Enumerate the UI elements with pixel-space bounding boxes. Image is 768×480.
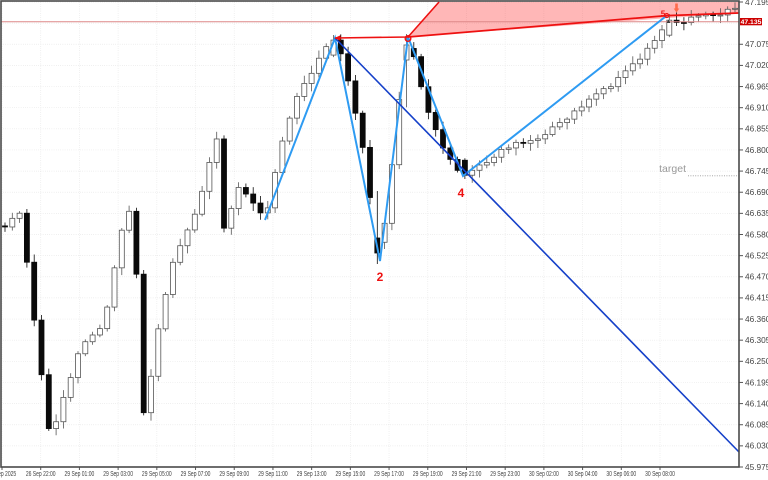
svg-text:29 Sep 19:00: 29 Sep 19:00	[413, 470, 443, 478]
svg-text:46.745: 46.745	[745, 166, 768, 176]
svg-text:46.195: 46.195	[745, 377, 768, 387]
svg-text:29 Sep 13:00: 29 Sep 13:00	[297, 470, 327, 478]
svg-text:46.800: 46.800	[745, 145, 768, 155]
svg-text:46.525: 46.525	[745, 250, 768, 260]
svg-text:46.360: 46.360	[745, 314, 768, 324]
svg-text:46.910: 46.910	[745, 102, 768, 112]
svg-text:47.135: 47.135	[741, 19, 762, 26]
svg-text:46.690: 46.690	[745, 187, 768, 197]
svg-text:46.250: 46.250	[745, 356, 768, 366]
svg-text:46.085: 46.085	[745, 420, 768, 430]
svg-text:46.580: 46.580	[745, 229, 768, 239]
svg-text:29 Sep 01:00: 29 Sep 01:00	[65, 470, 95, 478]
svg-text:46.030: 46.030	[745, 441, 768, 451]
svg-text:30 Sep 02:00: 30 Sep 02:00	[529, 470, 559, 478]
svg-text:45.975: 45.975	[745, 462, 768, 472]
svg-text:29 Sep 09:00: 29 Sep 09:00	[219, 470, 249, 478]
svg-text:target: target	[659, 163, 686, 175]
svg-text:30 Sep 06:00: 30 Sep 06:00	[606, 470, 636, 478]
svg-text:47.075: 47.075	[745, 39, 768, 49]
svg-text:29 Sep 11:00: 29 Sep 11:00	[258, 470, 288, 478]
svg-text:46.305: 46.305	[745, 335, 768, 345]
svg-text:29 Sep 23:00: 29 Sep 23:00	[490, 470, 520, 478]
svg-text:29 Sep 07:00: 29 Sep 07:00	[181, 470, 211, 478]
svg-text:46.635: 46.635	[745, 208, 768, 218]
svg-text:29 Sep 17:00: 29 Sep 17:00	[374, 470, 404, 478]
svg-text:47.020: 47.020	[745, 60, 768, 70]
svg-text:46.415: 46.415	[745, 293, 768, 303]
svg-text:30 Sep 04:00: 30 Sep 04:00	[568, 470, 598, 478]
svg-text:46.470: 46.470	[745, 272, 768, 282]
svg-text:46.965: 46.965	[745, 81, 768, 91]
svg-text:30 Sep 08:00: 30 Sep 08:00	[645, 470, 675, 478]
svg-text:29 Sep 05:00: 29 Sep 05:00	[142, 470, 172, 478]
svg-text:5: 5	[661, 10, 666, 19]
svg-text:47.195: 47.195	[745, 0, 768, 7]
svg-text:46.140: 46.140	[745, 398, 768, 408]
svg-text:26 Sep 2025: 26 Sep 2025	[0, 470, 17, 478]
svg-text:46.855: 46.855	[745, 124, 768, 134]
svg-text:29 Sep 21:00: 29 Sep 21:00	[452, 470, 482, 478]
svg-text:26 Sep 22:00: 26 Sep 22:00	[26, 470, 56, 478]
svg-text:29 Sep 15:00: 29 Sep 15:00	[335, 470, 365, 478]
svg-text:4: 4	[458, 186, 465, 200]
svg-text:29 Sep 03:00: 29 Sep 03:00	[103, 470, 133, 478]
svg-text:2: 2	[377, 270, 384, 284]
